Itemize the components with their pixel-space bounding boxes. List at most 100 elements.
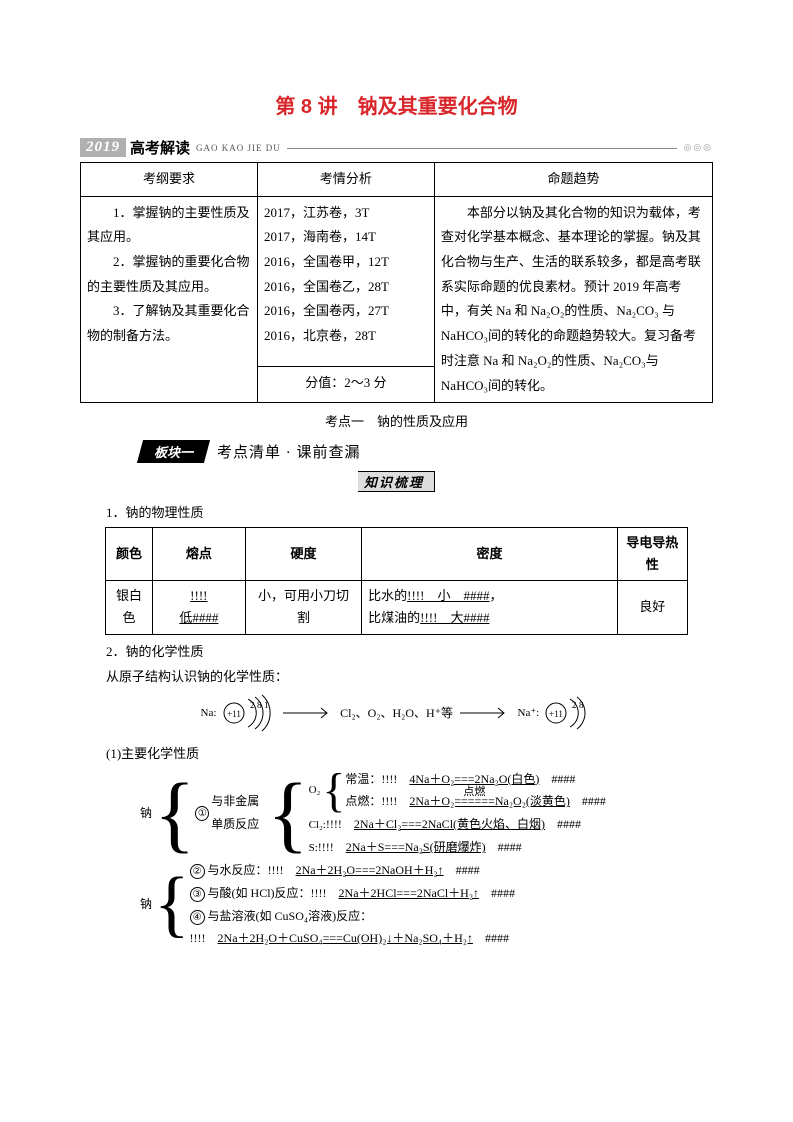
list-item: 2016，全国卷甲，12T — [264, 250, 428, 275]
list-item: 2016，全国卷丙，27T — [264, 299, 428, 324]
svg-text:+11: +11 — [227, 709, 241, 719]
cell-density: 比水的!!!! 小 ####， 比煤油的!!!! 大#### — [362, 581, 618, 634]
svg-text:8: 8 — [257, 700, 262, 710]
equation: 2Na＋2H₂O＋CuSO₄===Cu(OH)₂↓＋Na₂SO₄＋H₂↑ — [218, 931, 473, 945]
col-header: 考纲要求 — [81, 163, 258, 197]
block-text: 考点清单 · 课前查漏 — [217, 441, 361, 462]
reaction-group-other: 钠 { ② 与水反应：!!!! 2Na＋2H₂O===2NaOH＋H₂↑ ###… — [140, 859, 713, 950]
na-label: Na: — [201, 707, 217, 719]
blank-bang: !!!! — [420, 610, 450, 625]
equation: 2Na＋2HCl===2NaCl＋H₂↑ — [339, 886, 479, 900]
outline-trend: 本部分以钠及其化合物的知识为载体，考查对化学基本概念、基本理论的掌握。钠及其化合… — [434, 196, 712, 403]
banner-line — [287, 147, 678, 149]
col-header: 命题趋势 — [434, 163, 712, 197]
atom-structure-figure: Na: +11 2 8 1 Cl₂、O₂、H₂O、H⁺等 Na⁺: +11 2 … — [80, 693, 713, 733]
col-header: 颜色 — [106, 528, 153, 581]
number-4-icon: ④ — [190, 910, 205, 925]
knowledge-tag: 知识梳理 — [80, 471, 713, 492]
condition-label: 点燃 — [463, 782, 485, 803]
blank-bang: !!!! — [407, 588, 437, 603]
list-item: 2017，江苏卷，3T — [264, 201, 428, 226]
reaction-row: 点燃：!!!! 2Na＋O₂======Na₂O₂(淡黄色) #### 点燃 — [345, 790, 605, 813]
col-header: 硬度 — [245, 528, 361, 581]
label: 比煤油的 — [368, 610, 420, 625]
list-item: 2016，北京卷，28T — [264, 324, 428, 349]
equation: 2Na＋O₂======Na₂O₂(淡黄色) — [409, 794, 569, 808]
col-header: 密度 — [362, 528, 618, 581]
banner-dots-icon: ◎◎◎ — [683, 142, 713, 153]
cell-hardness: 小，可用小刀切割 — [245, 581, 361, 634]
physical-properties-table: 颜色 熔点 硬度 密度 导电导热性 银白色 !!!! 低#### 小，可用小刀切… — [105, 527, 687, 634]
subsection-heading: (1)主要化学性质 — [80, 743, 713, 762]
outline-table: 考纲要求 考情分析 命题趋势 1．掌握钠的主要性质及其应用。 2．掌握钠的重要化… — [80, 162, 713, 403]
cell-conduct: 良好 — [617, 581, 687, 634]
list-item: 2017，海南卷，14T — [264, 225, 428, 250]
cell-color: 银白色 — [106, 581, 153, 634]
label: 比水的 — [368, 588, 407, 603]
reaction-row: Cl₂:!!!! 2Na＋Cl₂===2NaCl(黄色火焰、白烟) #### — [309, 813, 606, 836]
block-flag: 板块一 — [137, 440, 210, 463]
number-3-icon: ③ — [190, 887, 205, 902]
svg-text:1: 1 — [264, 700, 269, 710]
arrow-icon — [283, 706, 333, 720]
reaction-row: S:!!!! 2Na＋S===Na₂S(研磨爆炸) #### — [309, 836, 606, 859]
page-title: 第 8 讲 钠及其重要化合物 — [80, 90, 713, 119]
section-heading: 2．钠的化学性质 — [80, 641, 713, 660]
blank-hash: #### — [450, 588, 489, 603]
col-header: 考情分析 — [257, 163, 434, 197]
number-1-icon: ① — [195, 806, 209, 821]
table-row: 银白色 !!!! 低#### 小，可用小刀切割 比水的!!!! 小 ####， … — [106, 581, 687, 634]
reagents-text: Cl₂、O₂、H₂O、H⁺等 — [340, 704, 453, 721]
svg-text:8: 8 — [579, 700, 584, 710]
equation: 2Na＋Cl₂===2NaCl(黄色火焰、白烟) — [354, 817, 545, 831]
nonmetal-label: 与非金属单质反应 — [211, 768, 267, 859]
na-atom-icon: +11 2 8 1 — [220, 693, 276, 733]
brace-icon: { — [322, 768, 345, 814]
blank-hash: #### — [192, 610, 218, 625]
subsection-heading: 考点一 钠的性质及应用 — [80, 411, 713, 430]
col-header: 导电导热性 — [617, 528, 687, 581]
arrow-icon — [460, 706, 510, 720]
salt-label: 与盐溶液(如 CuSO₄溶液)反应： — [208, 909, 373, 923]
comma: ， — [489, 588, 502, 603]
brace-icon: { — [154, 859, 190, 950]
blank-bang: !!!! — [190, 588, 207, 603]
outline-score: 分值：2～3 分 — [257, 366, 434, 402]
banner-pinyin: GAO KAO JIE DU — [196, 143, 281, 153]
na-label: 钠 — [140, 859, 154, 950]
na-ion-icon: +11 2 8 — [542, 693, 592, 733]
col-header: 熔点 — [152, 528, 245, 581]
reaction-row: !!!! 2Na＋2H₂O＋CuSO₄===Cu(OH)₂↓＋Na₂SO₄＋H₂… — [190, 927, 516, 950]
banner-cn: 高考解读 — [130, 137, 190, 158]
table-row: 颜色 熔点 硬度 密度 导电导热性 — [106, 528, 687, 581]
na-label: 钠 — [140, 768, 154, 859]
brace-icon: { — [267, 768, 308, 859]
number-2-icon: ② — [190, 864, 205, 879]
reaction-group-nonmetal: 钠 { ① 与非金属单质反应 { O₂ { 常温：!!!! 4Na＋O₂===2… — [140, 768, 713, 859]
equation: 2Na＋2H₂O===2NaOH＋H₂↑ — [296, 863, 444, 877]
section-intro: 从原子结构认识钠的化学性质： — [80, 666, 713, 685]
reaction-row: ② 与水反应：!!!! 2Na＋2H₂O===2NaOH＋H₂↑ #### — [190, 859, 516, 882]
brace-icon: { — [154, 768, 195, 859]
blank-value: 大 — [450, 610, 463, 625]
cell-melt: !!!! 低#### — [152, 581, 245, 634]
equation: 2Na＋S===Na₂S(研磨爆炸) — [346, 840, 486, 854]
na-plus-label: Na⁺: — [518, 707, 540, 719]
reaction-row: ③ 与酸(如 HCl)反应：!!!! 2Na＋2HCl===2NaCl＋H₂↑ … — [190, 882, 516, 905]
svg-text:2: 2 — [572, 700, 577, 710]
table-row: 1．掌握钠的主要性质及其应用。 2．掌握钠的重要化合物的主要性质及其应用。 3．… — [81, 196, 713, 366]
outline-requirements: 1．掌握钠的主要性质及其应用。 2．掌握钠的重要化合物的主要性质及其应用。 3．… — [81, 196, 258, 403]
svg-text:+11: +11 — [550, 709, 564, 719]
o2-label: O₂ — [309, 768, 323, 814]
blank-value: 低 — [179, 610, 192, 625]
reaction-row: ④ 与盐溶液(如 CuSO₄溶液)反应： — [190, 905, 516, 928]
section-heading: 1．钠的物理性质 — [80, 502, 713, 521]
block-banner: 板块一 考点清单 · 课前查漏 — [140, 440, 713, 463]
blank-hash: #### — [463, 610, 489, 625]
table-row: 考纲要求 考情分析 命题趋势 — [81, 163, 713, 197]
banner: 2019 高考解读 GAO KAO JIE DU ◎◎◎ — [80, 137, 713, 158]
svg-text:2: 2 — [250, 700, 255, 710]
blank-value: 小 — [437, 588, 450, 603]
outline-analysis-list: 2017，江苏卷，3T 2017，海南卷，14T 2016，全国卷甲，12T 2… — [257, 196, 434, 366]
list-item: 2016，全国卷乙，28T — [264, 275, 428, 300]
